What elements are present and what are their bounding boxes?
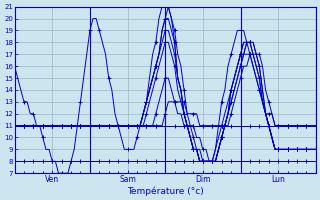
X-axis label: Température (°c): Température (°c)	[127, 186, 204, 196]
